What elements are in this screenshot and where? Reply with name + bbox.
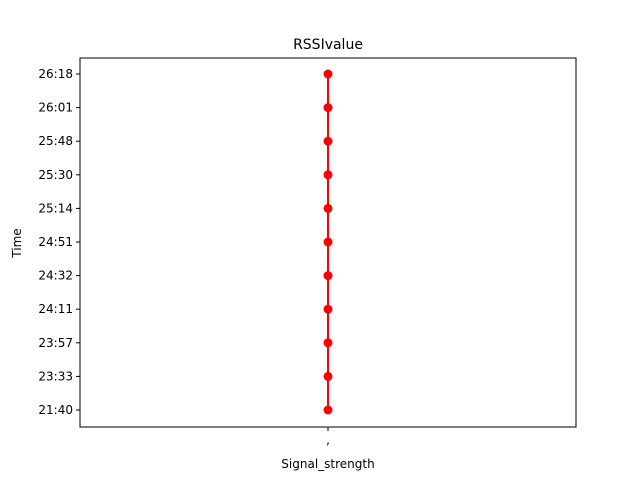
y-tick-label: 21:40	[38, 403, 73, 417]
data-point	[323, 136, 333, 146]
data-point	[323, 69, 333, 79]
x-axis-label: Signal_strength	[281, 457, 374, 471]
y-tick-label: 25:48	[38, 134, 73, 148]
y-tick-label: 25:30	[38, 168, 73, 182]
data-point	[323, 371, 333, 381]
data-point	[323, 304, 333, 314]
y-tick-label: 26:18	[38, 67, 73, 81]
data-point	[323, 405, 333, 415]
y-axis-ticks: 21:40 23:33 23:57 24:11 24:32 24:51 25:14 25:30…	[38, 67, 80, 417]
series-layer	[323, 69, 333, 415]
y-tick-label: 26:01	[38, 101, 73, 115]
data-point	[323, 170, 333, 180]
x-tick-label: ,	[326, 433, 330, 447]
y-tick-label: 25:14	[38, 201, 73, 215]
y-axis-label: Time	[10, 228, 24, 258]
data-point	[323, 203, 333, 213]
y-tick-label: 24:11	[38, 302, 73, 316]
y-tick-label: 24:51	[38, 235, 73, 249]
x-axis-ticks: ,	[326, 427, 330, 447]
data-point	[323, 237, 333, 247]
y-tick-label: 23:33	[38, 369, 73, 383]
y-tick-label: 23:57	[38, 336, 73, 350]
data-point	[323, 271, 333, 281]
data-point	[323, 103, 333, 113]
chart-title: RSSIvalue	[293, 37, 363, 53]
data-point	[323, 338, 333, 348]
y-tick-label: 24:32	[38, 269, 73, 283]
